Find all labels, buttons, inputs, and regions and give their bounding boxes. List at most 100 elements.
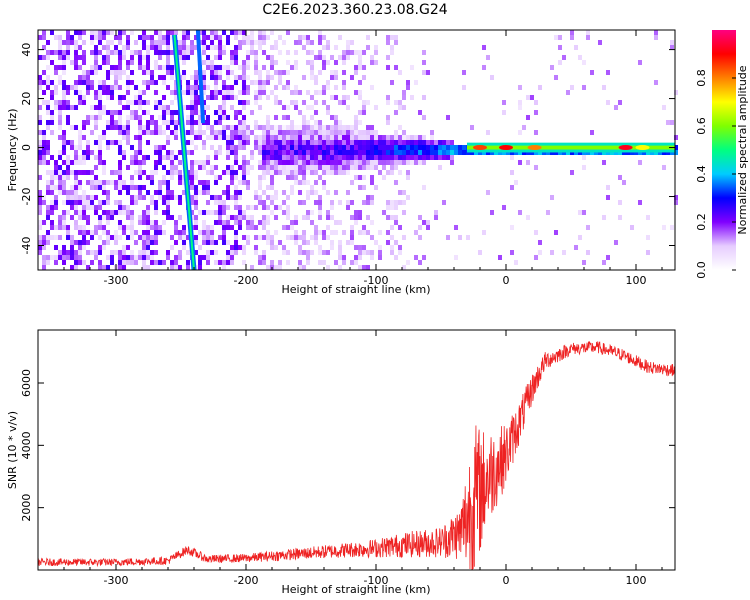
spectrogram-cell — [338, 240, 342, 245]
spectrogram-cell — [158, 145, 162, 150]
spectrogram-cell — [454, 255, 458, 260]
spectrogram-cell — [546, 210, 550, 215]
spectrogram-cell — [214, 240, 218, 245]
spectrogram-cell — [238, 145, 242, 150]
spectrogram-cell — [154, 260, 158, 265]
spectrogram-cell — [398, 250, 402, 255]
spectrogram-cell — [222, 50, 226, 55]
spectrogram-cell — [262, 35, 266, 40]
spectrogram-cell — [430, 150, 434, 155]
spectrogram-cell — [366, 165, 370, 170]
spectrogram-cell — [362, 105, 366, 110]
spectrogram-cell — [338, 160, 342, 165]
spectrogram-cell — [154, 235, 158, 240]
spectrogram-cell — [654, 80, 658, 85]
spectrogram-cell — [90, 185, 94, 190]
spectrogram-cell — [282, 200, 286, 205]
spectrogram-cell — [326, 80, 330, 85]
spectrogram-cell — [142, 255, 146, 260]
spectrogram-cell — [278, 125, 282, 130]
spectrogram-cell — [322, 65, 326, 70]
spectrogram-cell — [318, 135, 322, 140]
spectrogram-cell — [314, 120, 318, 125]
spectrogram-cell — [342, 50, 346, 55]
spectrogram-cell — [70, 255, 74, 260]
spectrogram-cell — [370, 60, 374, 65]
spectrogram-cell — [306, 40, 310, 45]
spectrogram-cell — [94, 155, 98, 160]
spectrogram-cell — [138, 135, 142, 140]
spectrogram-cell — [126, 65, 130, 70]
spectrogram-cell — [606, 255, 610, 260]
spectrogram-cell — [270, 245, 274, 250]
spectrogram-cell — [638, 200, 642, 205]
spectrogram-cell — [82, 200, 86, 205]
spectrogram-cell — [378, 250, 382, 255]
spectrogram-cell — [66, 195, 70, 200]
spectrogram-cell — [226, 195, 230, 200]
spectrogram-cell — [238, 45, 242, 50]
spectrogram-cell — [186, 235, 190, 240]
spectrogram-cell — [134, 195, 138, 200]
spectrogram-cell — [94, 60, 98, 65]
spectrogram-cell — [514, 260, 518, 265]
spectrogram-cell — [298, 260, 302, 265]
spectrogram-cell — [138, 235, 142, 240]
spectrogram-cell — [394, 160, 398, 165]
spectrogram-cell — [286, 145, 290, 150]
spectrogram-cell — [346, 55, 350, 60]
spectrogram-cell — [114, 45, 118, 50]
spectrogram-cell — [62, 90, 66, 95]
spectrogram-cell — [154, 170, 158, 175]
spectrogram-cell — [346, 140, 350, 145]
spectrogram-cell — [142, 235, 146, 240]
spectrogram-cell — [250, 45, 254, 50]
spectrogram-cell — [334, 75, 338, 80]
spectrogram-cell — [210, 30, 214, 35]
spectrogram-cell — [218, 195, 222, 200]
spectrogram-cell — [146, 190, 150, 195]
spectrogram-cell — [426, 150, 430, 155]
spectrogram-cell — [430, 155, 434, 160]
spectrogram-cell — [98, 30, 102, 35]
spectrogram-cell — [154, 225, 158, 230]
spectrogram-cell — [62, 50, 66, 55]
spectrogram-cell — [130, 230, 134, 235]
spectrogram-cell — [290, 175, 294, 180]
spectrogram-cell — [230, 85, 234, 90]
spectrogram-cell — [234, 240, 238, 245]
spectrogram-cell — [142, 130, 146, 135]
spectrogram-cell — [238, 135, 242, 140]
spectrogram-cell — [366, 35, 370, 40]
spectrogram-cell — [470, 150, 474, 155]
spectrogram-cell — [402, 145, 406, 150]
spectrogram-cell — [218, 235, 222, 240]
spectrogram-cell — [110, 120, 114, 125]
spectrogram-cell — [578, 55, 582, 60]
spectrogram-cell — [366, 160, 370, 165]
spectrogram-cell — [302, 235, 306, 240]
spectrogram-cell — [58, 215, 62, 220]
spectrogram-cell — [202, 230, 206, 235]
spectrogram-cell — [78, 255, 82, 260]
spectrogram-cell — [186, 30, 190, 35]
spectrogram-cell — [42, 35, 46, 40]
colorbar-tick-label: 0.2 — [695, 213, 708, 231]
spectrogram-cell — [474, 150, 478, 155]
spectrogram-cell — [58, 175, 62, 180]
spectrogram-cell — [226, 115, 230, 120]
spectrogram-cell — [202, 235, 206, 240]
spectrogram-cell — [130, 70, 134, 75]
spectrogram-cell — [254, 205, 258, 210]
spectrogram-cell — [270, 125, 274, 130]
spectrogram-cell — [70, 35, 74, 40]
spectrogram-cell — [242, 75, 246, 80]
spectrogram-cell — [186, 140, 190, 145]
spectrogram-cell — [42, 265, 46, 270]
spectrogram-cell — [242, 210, 246, 215]
spectrogram-cell — [278, 70, 282, 75]
spectrogram-cell — [178, 235, 182, 240]
spectrogram-cell — [386, 155, 390, 160]
spectrogram-cell — [582, 60, 586, 65]
spectrogram-cell — [150, 250, 154, 255]
